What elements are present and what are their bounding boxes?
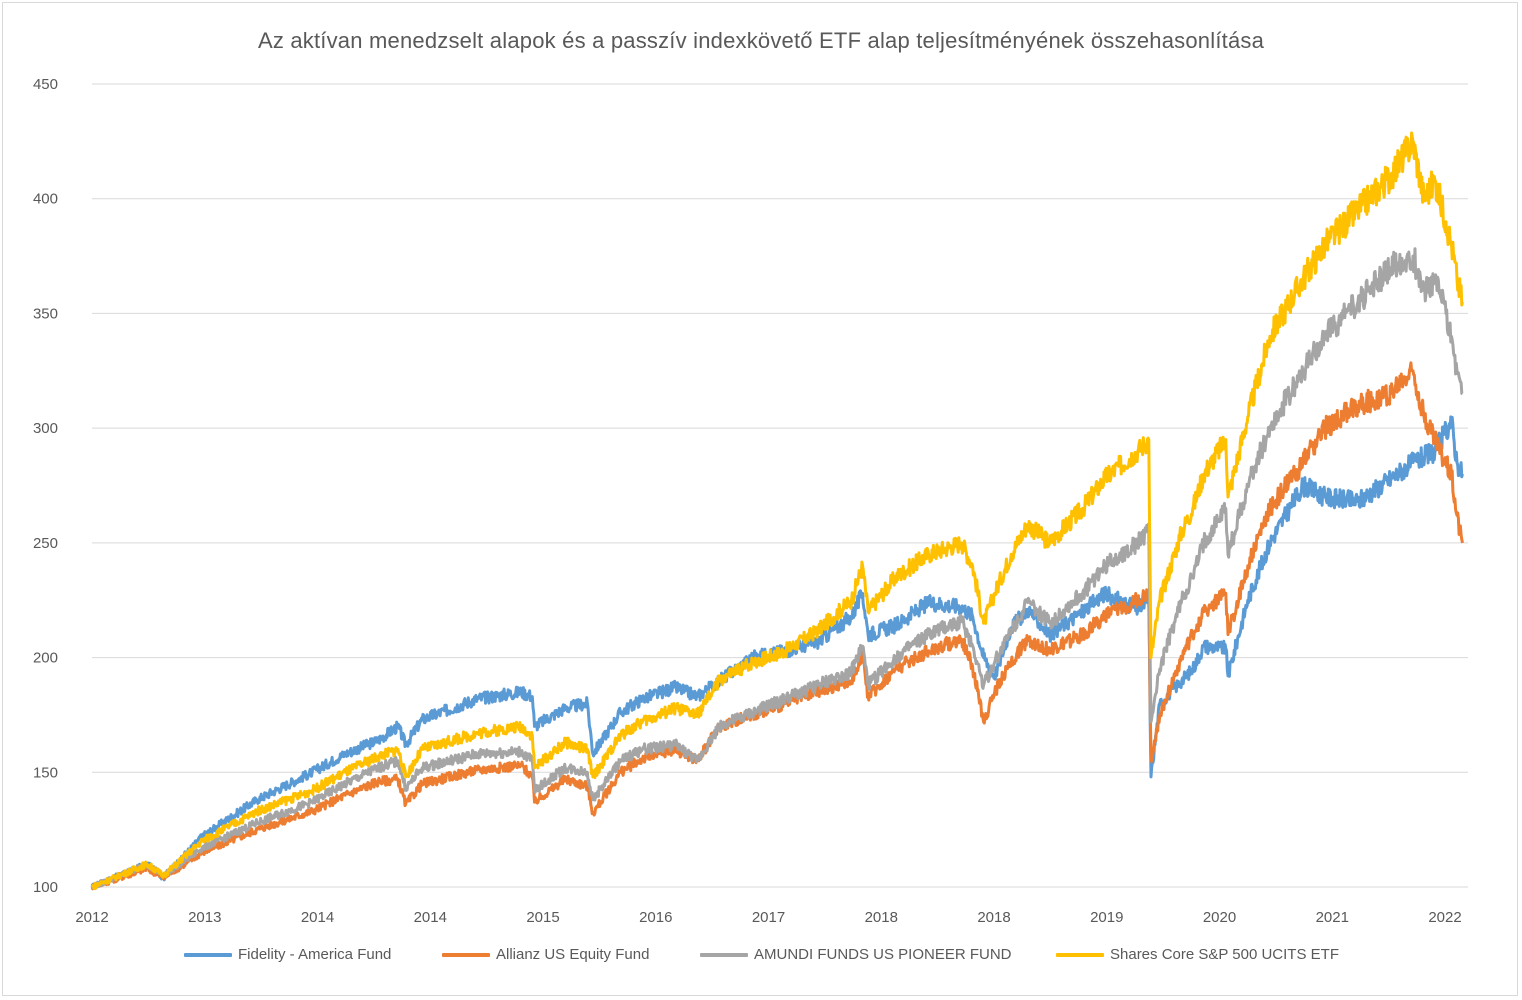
x-tick-label: 2014 [414,909,447,926]
x-tick-label: 2012 [75,909,108,926]
legend-label: AMUNDI FUNDS US PIONEER FUND [754,946,1012,963]
x-tick-label: 2019 [1090,909,1123,926]
y-axis-tick-labels: 100 150 200 250 300 350 400 450 [33,76,58,896]
x-tick-label: 2015 [526,909,559,926]
series-line-4 [90,131,1464,891]
y-tick-label: 450 [33,76,58,93]
legend: Fidelity - America Fund Allianz US Equity… [0,946,1522,970]
y-tick-label: 200 [33,650,58,667]
legend-label: Shares Core S&P 500 UCITS ETF [1110,946,1339,963]
gridlines [92,83,1468,773]
y-tick-label: 300 [33,420,58,437]
y-tick-label: 150 [33,764,58,781]
x-tick-label: 2017 [752,909,785,926]
legend-label: Allianz US Equity Fund [496,946,650,963]
legend-swatch [700,952,748,957]
legend-item: Fidelity - America Fund [184,946,391,963]
legend-swatch [184,952,232,957]
legend-label: Fidelity - America Fund [238,946,392,963]
x-tick-label: 2013 [188,909,221,926]
series-line-1 [90,415,1464,890]
y-tick-label: 250 [33,535,58,552]
series-lines [90,131,1464,891]
x-tick-label: 2018 [977,909,1010,926]
series-line-3 [91,247,1464,890]
x-tick-label: 2018 [865,909,898,926]
legend-item: AMUNDI FUNDS US PIONEER FUND [700,946,1012,963]
x-tick-label: 2014 [301,909,334,926]
y-tick-label: 400 [33,191,58,208]
y-tick-label: 350 [33,305,58,322]
legend-swatch [1056,952,1104,957]
legend-item: Allianz US Equity Fund [442,946,649,963]
chart-title: Az aktívan menedzselt alapok és a passzí… [257,28,1265,53]
x-tick-label: 2022 [1428,909,1461,926]
legend-item: Shares Core S&P 500 UCITS ETF [1056,946,1339,963]
x-tick-label: 2021 [1316,909,1349,926]
legend-swatch [442,952,490,957]
y-tick-label: 100 [33,879,58,896]
x-axis-tick-labels: 2012 2013 2014 2014 2015 2016 2017 2018 2018 2019… [75,909,1461,926]
x-tick-label: 2016 [639,909,672,926]
x-tick-label: 2020 [1203,909,1236,926]
